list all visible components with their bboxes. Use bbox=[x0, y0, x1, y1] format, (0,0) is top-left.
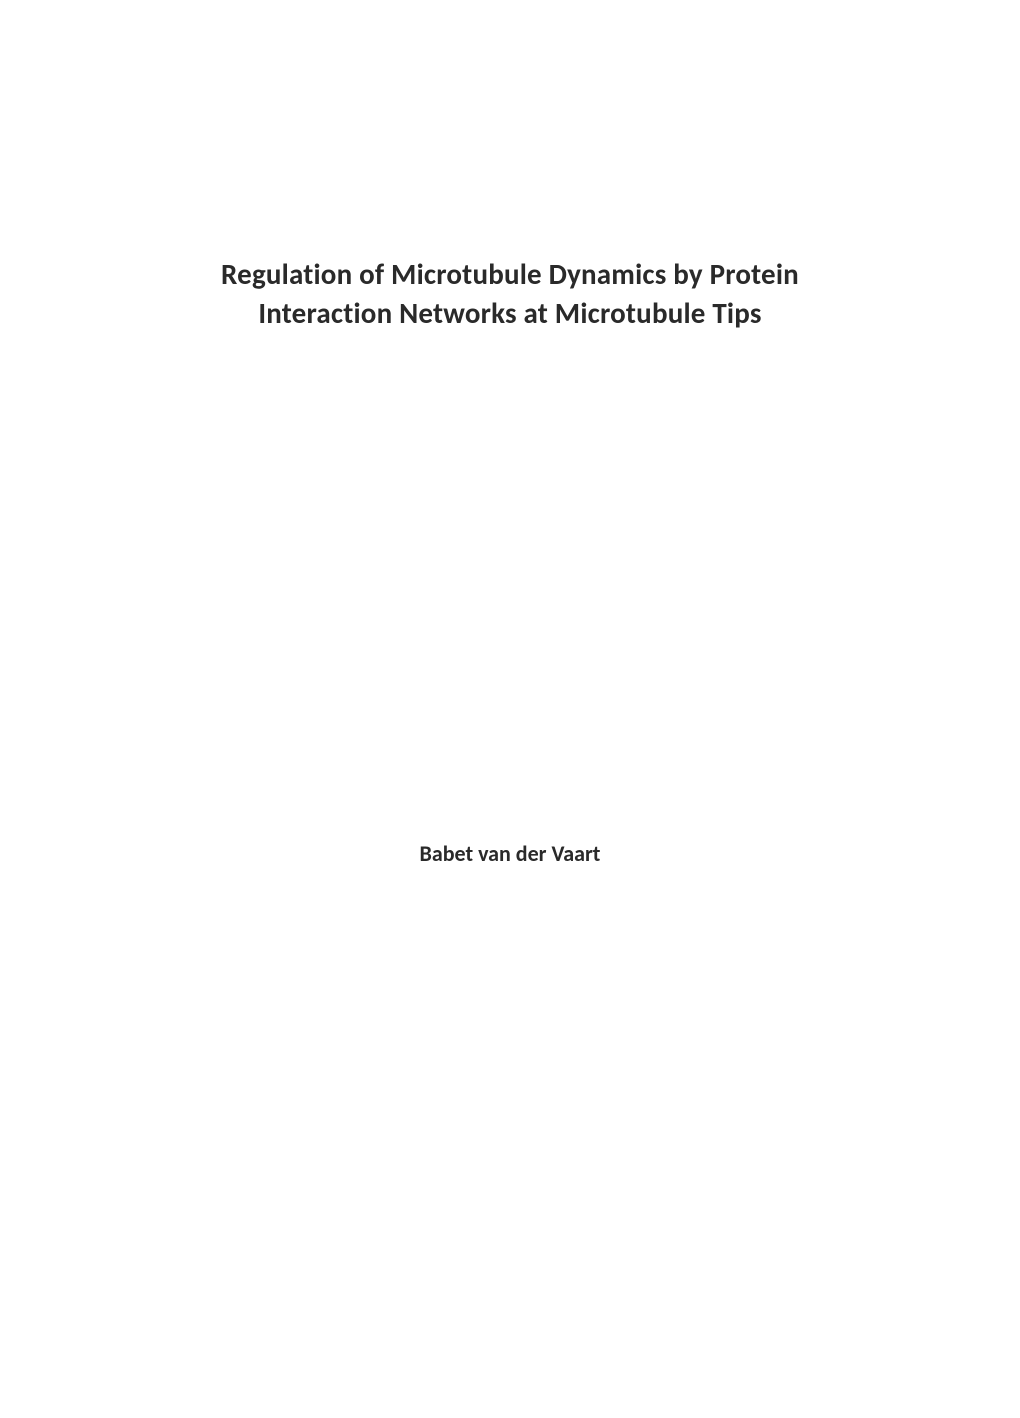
author-name: Babet van der Vaart bbox=[0, 840, 1020, 867]
title-line-2: Interaction Networks at Microtubule Tips bbox=[110, 294, 910, 333]
title-page: Regulation of Microtubule Dynamics by Pr… bbox=[0, 0, 1020, 1418]
author-block: Babet van der Vaart bbox=[0, 840, 1020, 867]
title-line-1: Regulation of Microtubule Dynamics by Pr… bbox=[110, 255, 910, 294]
document-title: Regulation of Microtubule Dynamics by Pr… bbox=[0, 255, 1020, 333]
